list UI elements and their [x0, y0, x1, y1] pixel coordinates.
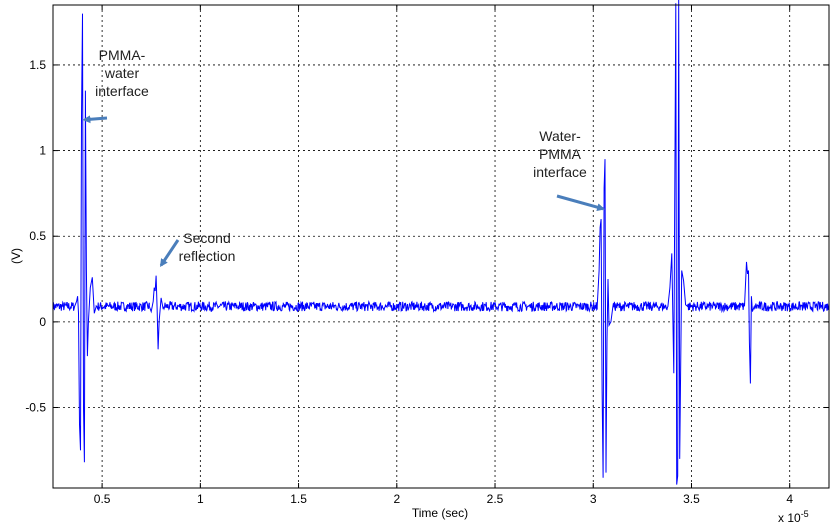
y-tick-label: 1.5: [29, 58, 46, 72]
axis-ticks: 0.5 1 1.5 2 2.5 3 3.5 4 -0.5 0 0.5 1 1.5: [25, 5, 829, 506]
y-tick-label: 0: [39, 315, 46, 329]
x-tick-label: 2: [393, 492, 400, 506]
signal-trace: [52, 0, 830, 485]
x-tick-label: 1: [197, 492, 204, 506]
x-tick-label: 1.5: [290, 492, 307, 506]
y-tick-label: 0.5: [29, 229, 46, 243]
annotations: PMMA-water interface Second reflection Water…: [82, 47, 606, 268]
x-tick-label: 0.5: [94, 492, 111, 506]
plot-frame: [52, 4, 830, 489]
x-tick-label: 3.5: [683, 492, 700, 506]
annotation-text: Second: [183, 230, 230, 246]
annotation-text: PMMA-: [99, 47, 146, 63]
annotation-text: interface: [533, 164, 587, 180]
x-multiplier: x 10-5: [778, 509, 809, 525]
y-axis-label: (V): [9, 248, 23, 264]
x-multiplier-exponent: -5: [801, 509, 809, 519]
annotation-text: water: [104, 65, 140, 81]
x-multiplier-base: x 10: [778, 511, 801, 525]
y-tick-label: 1: [39, 144, 46, 158]
x-tick-label: 2.5: [487, 492, 504, 506]
annotation-text: interface: [95, 83, 149, 99]
annotation-text: PMMA: [539, 146, 582, 162]
annotation-text: Water-: [539, 128, 581, 144]
annotation-text: reflection: [179, 248, 236, 264]
x-tick-label: 3: [590, 492, 597, 506]
x-axis-label: Time (sec): [412, 506, 468, 520]
annotation-arrow: [556, 194, 606, 212]
annotation-arrow: [159, 239, 180, 268]
annotation-arrow: [82, 115, 108, 124]
grid: [53, 5, 829, 488]
x-tick-label: 4: [786, 492, 793, 506]
signal-line: [52, 0, 830, 485]
y-tick-label: -0.5: [25, 401, 46, 415]
